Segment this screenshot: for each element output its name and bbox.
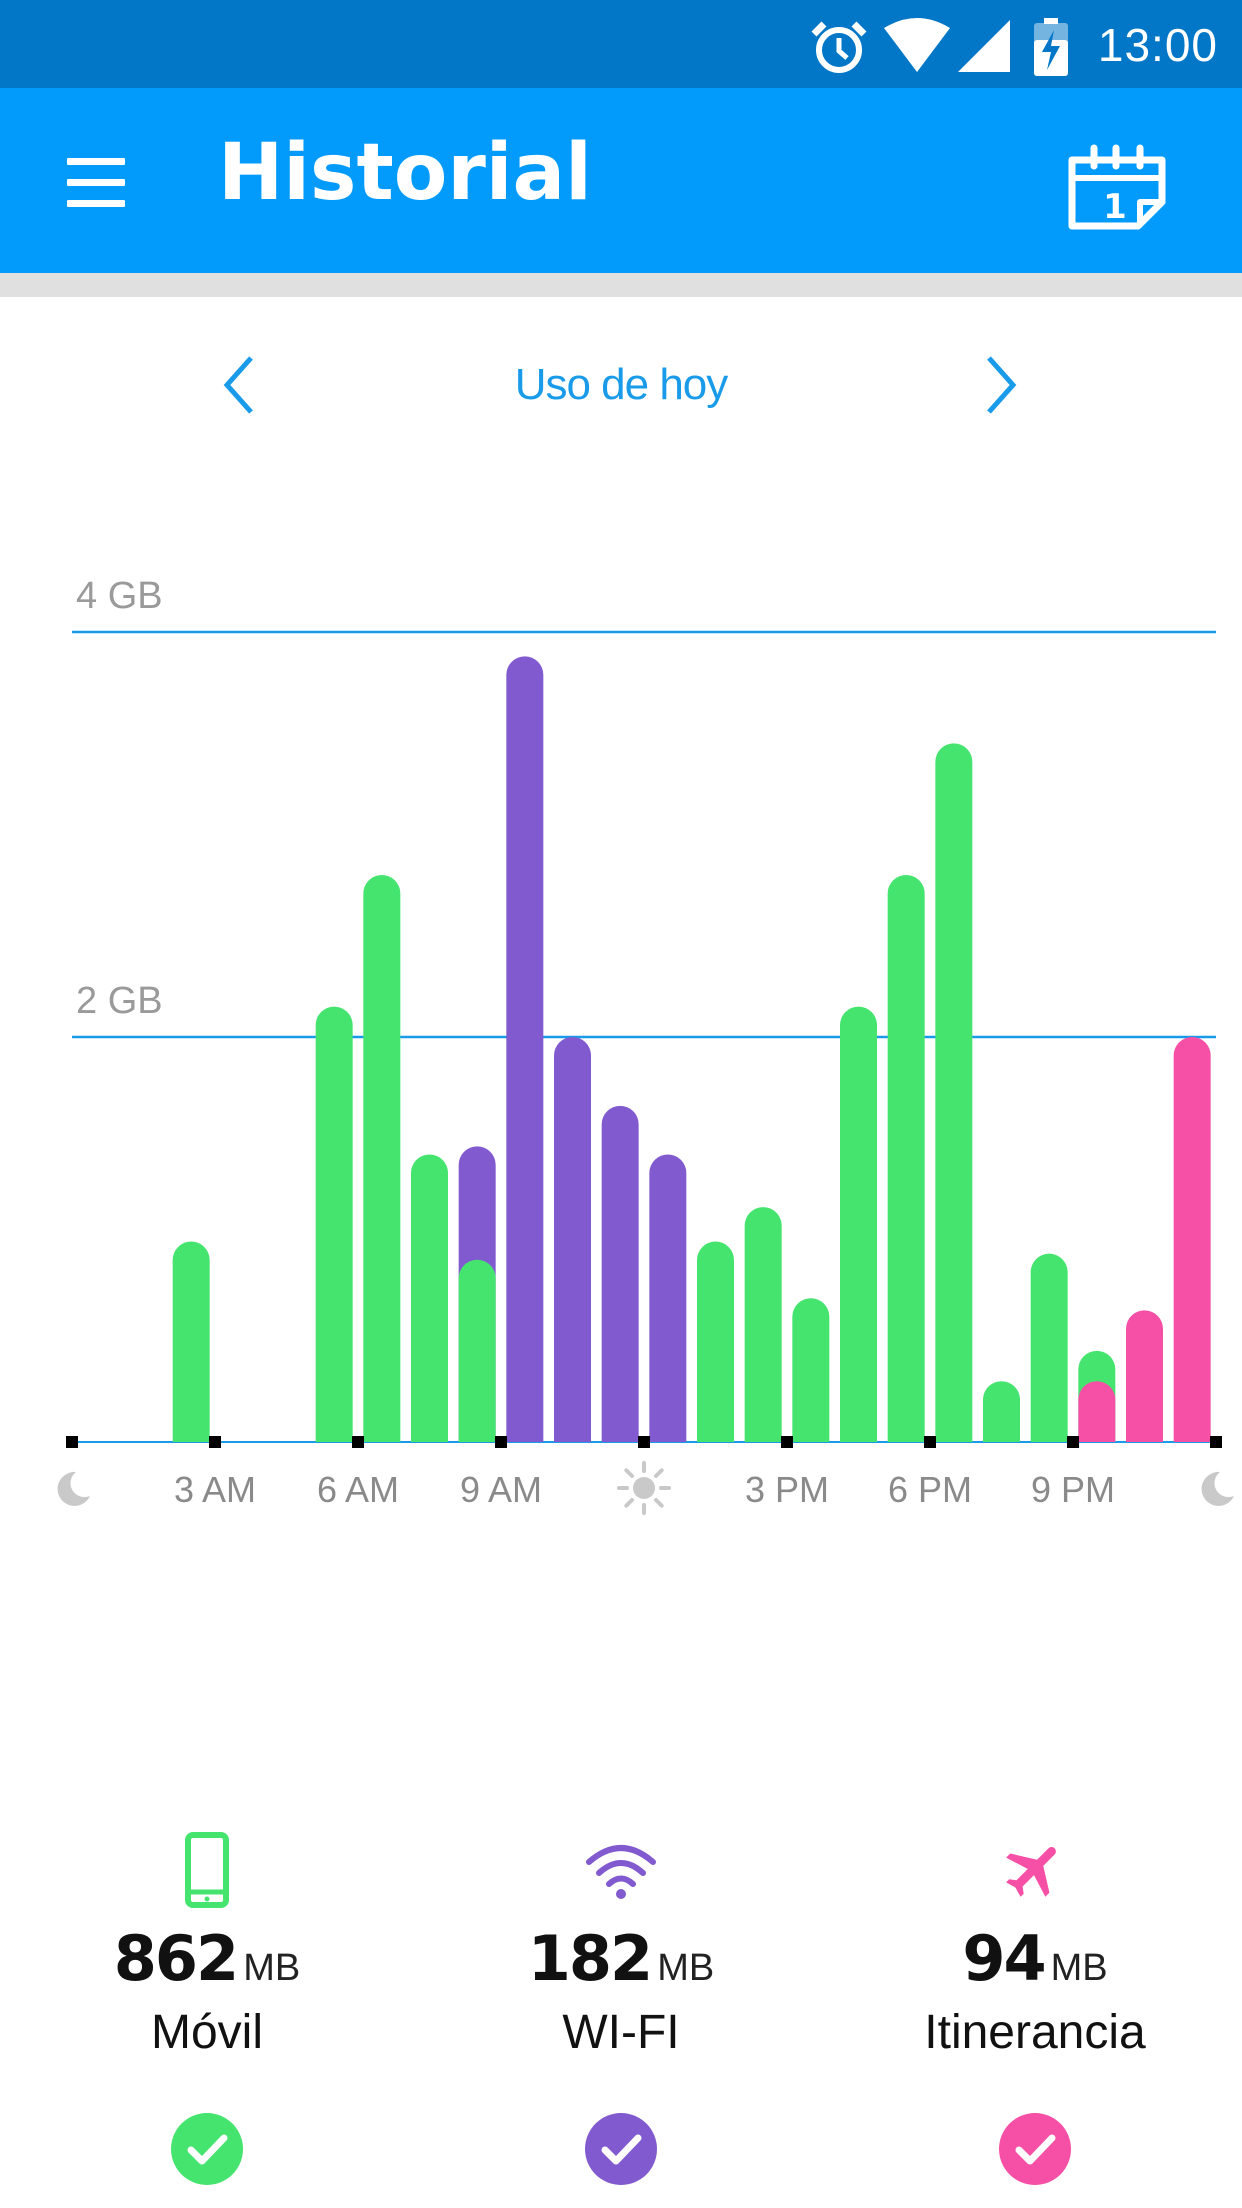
sun-ray	[654, 1468, 664, 1478]
x-tick-label: 3 PM	[745, 1469, 829, 1510]
summary-movil: 862 MB Móvil	[0, 1820, 414, 2185]
bar-movil	[315, 1006, 353, 1442]
wifi-icon	[586, 1845, 656, 1899]
x-tick-label: 3 AM	[174, 1469, 256, 1510]
summary-itinerancia: 94 MB Itinerancia	[828, 1820, 1242, 2185]
movil-label: Móvil	[150, 2006, 263, 2059]
bar-movil	[1030, 1253, 1068, 1442]
bar-movil	[363, 875, 401, 1442]
bar-movil	[792, 1298, 830, 1442]
bar-movil	[983, 1381, 1020, 1442]
x-tick-label: 9 AM	[460, 1469, 542, 1510]
bar-movil	[744, 1207, 782, 1442]
check-icon	[1015, 2134, 1056, 2165]
x-tick-label: 6 AM	[317, 1469, 399, 1510]
page-title: Historial	[218, 128, 592, 218]
movil-unit: MB	[243, 1947, 301, 1989]
x-tick-marker	[1067, 1436, 1079, 1448]
airplane-icon	[1006, 1847, 1056, 1897]
battery-charging-icon	[1034, 18, 1068, 76]
bar-itinerancia	[1078, 1381, 1116, 1442]
bar-movil	[840, 1006, 877, 1442]
next-period-button[interactable]	[965, 350, 1035, 420]
bar-movil	[172, 1241, 210, 1442]
cell-signal-icon	[958, 20, 1010, 72]
movil-value: 862	[113, 1922, 239, 1995]
chevron-right-icon	[987, 356, 1017, 414]
moon-shape	[57, 1471, 90, 1506]
bar-movil	[935, 743, 973, 1442]
x-tick-marker	[781, 1436, 793, 1448]
wifi-unit: MB	[657, 1947, 715, 1989]
bar-movil	[697, 1241, 734, 1442]
app-bar: Historial 1	[0, 88, 1242, 273]
x-tick-marker	[1210, 1436, 1222, 1448]
bar-movil	[887, 875, 925, 1442]
status-time: 13:00	[1097, 19, 1218, 71]
sun-icon	[617, 1461, 671, 1515]
y-tick-label: 2 GB	[76, 980, 163, 1022]
wifi-value: 182	[527, 1922, 653, 1995]
calendar-day: 1	[1103, 187, 1127, 227]
itinerancia-unit: MB	[1050, 1947, 1108, 1989]
bar-movil	[411, 1154, 448, 1442]
previous-period-button[interactable]	[205, 350, 275, 420]
period-navigation: Uso de hoy	[0, 330, 1242, 430]
wifi-check-toggle[interactable]	[585, 2113, 657, 2185]
bar-wifi	[506, 656, 544, 1442]
wifi-icon	[884, 18, 950, 72]
itinerancia-check-toggle[interactable]	[999, 2113, 1071, 2185]
y-tick-label: 4 GB	[76, 575, 163, 617]
check-icon	[187, 2134, 228, 2165]
x-tick-label: 6 PM	[888, 1469, 972, 1510]
bar-itinerancia	[1126, 1310, 1163, 1442]
x-tick-marker	[924, 1436, 936, 1448]
wifi-label: WI-FI	[562, 2006, 680, 2059]
x-tick-marker	[638, 1436, 650, 1448]
wifi-amount: 182 MB	[414, 1924, 828, 2003]
itinerancia-label: Itinerancia	[924, 2006, 1146, 2059]
chevron-left-icon	[223, 356, 253, 414]
itinerancia-value: 94	[962, 1922, 1046, 1995]
x-tick-marker	[495, 1436, 507, 1448]
bar-wifi	[649, 1154, 687, 1442]
sun-core	[633, 1477, 655, 1499]
summary-wifi: 182 MB WI-FI	[414, 1820, 828, 2185]
x-tick-marker	[352, 1436, 364, 1448]
bar-itinerancia	[1173, 1037, 1211, 1442]
bar-movil	[458, 1259, 496, 1442]
appbar-divider	[0, 273, 1242, 297]
phone-icon	[185, 1832, 229, 1908]
x-tick-marker	[66, 1436, 78, 1448]
calendar-icon: 1	[1068, 144, 1166, 230]
status-bar: 13:00	[0, 0, 1242, 88]
sun-ray	[654, 1498, 664, 1508]
alarm-icon	[811, 21, 867, 73]
x-tick-marker	[209, 1436, 221, 1448]
calendar-button[interactable]: 1	[1058, 138, 1178, 238]
menu-button[interactable]	[55, 148, 145, 218]
moon-icon	[57, 1471, 90, 1506]
sun-ray	[624, 1498, 634, 1508]
movil-amount: 862 MB	[0, 1924, 414, 2003]
itinerancia-amount: 94 MB	[828, 1924, 1242, 2003]
usage-chart: 2 GB 4 GB 3 AM 6 AM 9 AM 3 PM 6 PM 9 PM	[57, 575, 1234, 1515]
check-icon	[601, 2134, 642, 2165]
bar-wifi	[601, 1105, 639, 1442]
sun-ray	[624, 1468, 634, 1478]
bar-wifi	[554, 1037, 591, 1442]
x-tick-label: 9 PM	[1031, 1469, 1115, 1510]
moon-shape	[1201, 1471, 1234, 1506]
moon-icon	[1201, 1471, 1234, 1506]
period-label: Uso de hoy	[514, 360, 729, 409]
movil-check-toggle[interactable]	[171, 2113, 243, 2185]
